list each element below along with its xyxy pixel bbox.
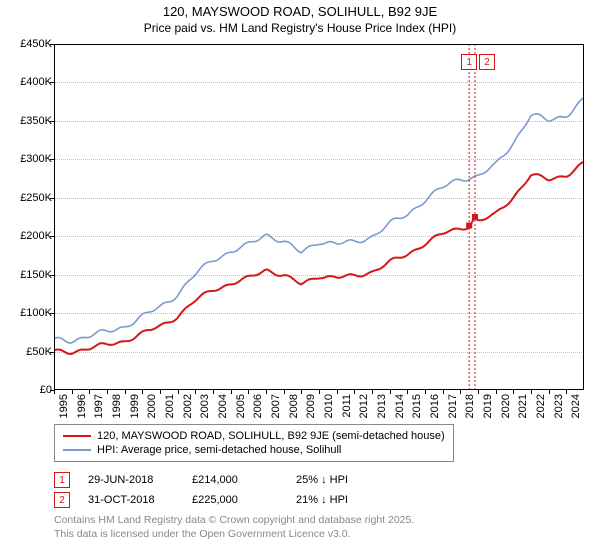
- x-tick-label: 2011: [341, 394, 353, 418]
- chart-title-line2: Price paid vs. HM Land Registry's House …: [0, 19, 600, 41]
- footnote-row: 1 29-JUN-2018 £214,000 25% ↓ HPI: [54, 470, 382, 490]
- x-tick-label: 2000: [146, 394, 158, 418]
- x-tick-label: 2020: [500, 394, 512, 418]
- x-tick-label: 2003: [199, 394, 211, 418]
- x-tick-label: 2006: [252, 394, 264, 418]
- footnotes: 1 29-JUN-2018 £214,000 25% ↓ HPI 2 31-OCT-201…: [54, 470, 382, 510]
- legend-row-hpi: HPI: Average price, semi-detached house,…: [63, 443, 445, 457]
- x-tick-label: 1995: [58, 394, 70, 418]
- y-tick-label: £250K: [20, 192, 52, 204]
- footnote-num: 2: [54, 492, 70, 508]
- x-tick-label: 2008: [288, 394, 300, 418]
- x-tick-label: 2016: [429, 394, 441, 418]
- x-tick-label: 2012: [358, 394, 370, 418]
- y-tick-label: £450K: [20, 38, 52, 50]
- x-tick-label: 1996: [76, 394, 88, 418]
- y-tick-label: £100K: [20, 307, 52, 319]
- x-tick-label: 2023: [553, 394, 565, 418]
- copyright: Contains HM Land Registry data © Crown c…: [54, 514, 414, 541]
- legend-swatch-property: [63, 435, 91, 437]
- y-tick-label: £150K: [20, 269, 52, 281]
- legend-row-property: 120, MAYSWOOD ROAD, SOLIHULL, B92 9JE (s…: [63, 429, 445, 443]
- x-tick-label: 2009: [305, 394, 317, 418]
- x-tick-label: 2010: [323, 394, 335, 418]
- x-tick-label: 2021: [517, 394, 529, 418]
- x-tick-label: 1998: [111, 394, 123, 418]
- copyright-line2: This data is licensed under the Open Gov…: [54, 528, 414, 542]
- x-tick-label: 2002: [182, 394, 194, 418]
- x-tick-label: 2013: [376, 394, 388, 418]
- x-tick-label: 2005: [235, 394, 247, 418]
- y-tick-label: £50K: [26, 346, 52, 358]
- x-tick-label: 2024: [570, 394, 582, 418]
- x-tick-label: 2015: [411, 394, 423, 418]
- footnote-delta: 21% ↓ HPI: [296, 494, 382, 506]
- footnote-price: £214,000: [192, 474, 278, 486]
- x-tick-label: 2018: [464, 394, 476, 418]
- legend-label-hpi: HPI: Average price, semi-detached house,…: [97, 444, 341, 456]
- footnote-date: 31-OCT-2018: [88, 494, 174, 506]
- y-tick-label: £400K: [20, 76, 52, 88]
- plot-border: [54, 44, 584, 390]
- chart-title-line1: 120, MAYSWOOD ROAD, SOLIHULL, B92 9JE: [0, 0, 600, 19]
- footnote-date: 29-JUN-2018: [88, 474, 174, 486]
- x-tick-label: 2004: [217, 394, 229, 418]
- marker-label: 1: [461, 54, 477, 70]
- footnote-delta: 25% ↓ HPI: [296, 474, 382, 486]
- footnote-price: £225,000: [192, 494, 278, 506]
- copyright-line1: Contains HM Land Registry data © Crown c…: [54, 514, 414, 528]
- y-tick-label: £200K: [20, 230, 52, 242]
- x-tick-label: 2001: [164, 394, 176, 418]
- x-tick-label: 2022: [535, 394, 547, 418]
- y-tick-label: £350K: [20, 115, 52, 127]
- legend-label-property: 120, MAYSWOOD ROAD, SOLIHULL, B92 9JE (s…: [97, 430, 445, 442]
- legend: 120, MAYSWOOD ROAD, SOLIHULL, B92 9JE (s…: [54, 424, 454, 462]
- legend-swatch-hpi: [63, 449, 91, 451]
- plot-area: £0£50K£100K£150K£200K£250K£300K£350K£400…: [54, 44, 584, 390]
- x-tick-label: 2019: [482, 394, 494, 418]
- x-tick-label: 1997: [93, 394, 105, 418]
- footnote-row: 2 31-OCT-2018 £225,000 21% ↓ HPI: [54, 490, 382, 510]
- x-tick-label: 2007: [270, 394, 282, 418]
- footnote-num: 1: [54, 472, 70, 488]
- x-tick-label: 1999: [129, 394, 141, 418]
- marker-label: 2: [479, 54, 495, 70]
- y-tick-label: £300K: [20, 153, 52, 165]
- x-tick-label: 2014: [394, 394, 406, 418]
- x-tick-label: 2017: [447, 394, 459, 418]
